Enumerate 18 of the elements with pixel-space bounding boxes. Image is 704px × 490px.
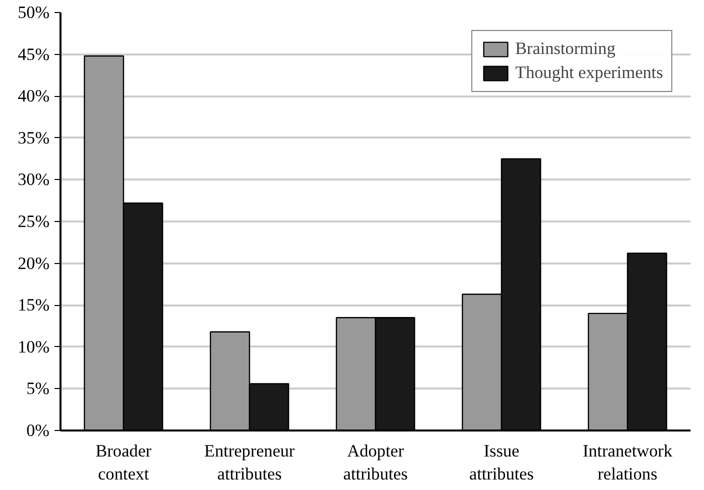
x-tick-label: Entrepreneur attributes: [204, 442, 295, 484]
y-tick-label: 10%: [18, 337, 50, 356]
y-tick-label: 40%: [18, 86, 50, 106]
y-tick-label: 15%: [18, 296, 50, 315]
y-tick-label: 50%: [18, 3, 50, 22]
y-tick-label: 30%: [18, 170, 50, 190]
y-tick-label: 45%: [18, 44, 50, 64]
y-tick-label: 25%: [18, 212, 50, 231]
legend-label: Thought experiments: [515, 63, 663, 83]
x-tick-label: Issue attributes: [469, 442, 534, 484]
y-tick-label: 0%: [26, 421, 50, 440]
y-tick-label: 5%: [26, 379, 50, 398]
legend-label: Brainstorming: [515, 39, 616, 59]
y-tick-label: 35%: [18, 128, 50, 148]
x-tick-label: Adopter attributes: [343, 442, 408, 484]
x-tick-label: Broader context: [96, 442, 152, 484]
y-tick-label: 20%: [18, 254, 50, 273]
x-tick-label: Intranetwork relations: [582, 442, 673, 484]
